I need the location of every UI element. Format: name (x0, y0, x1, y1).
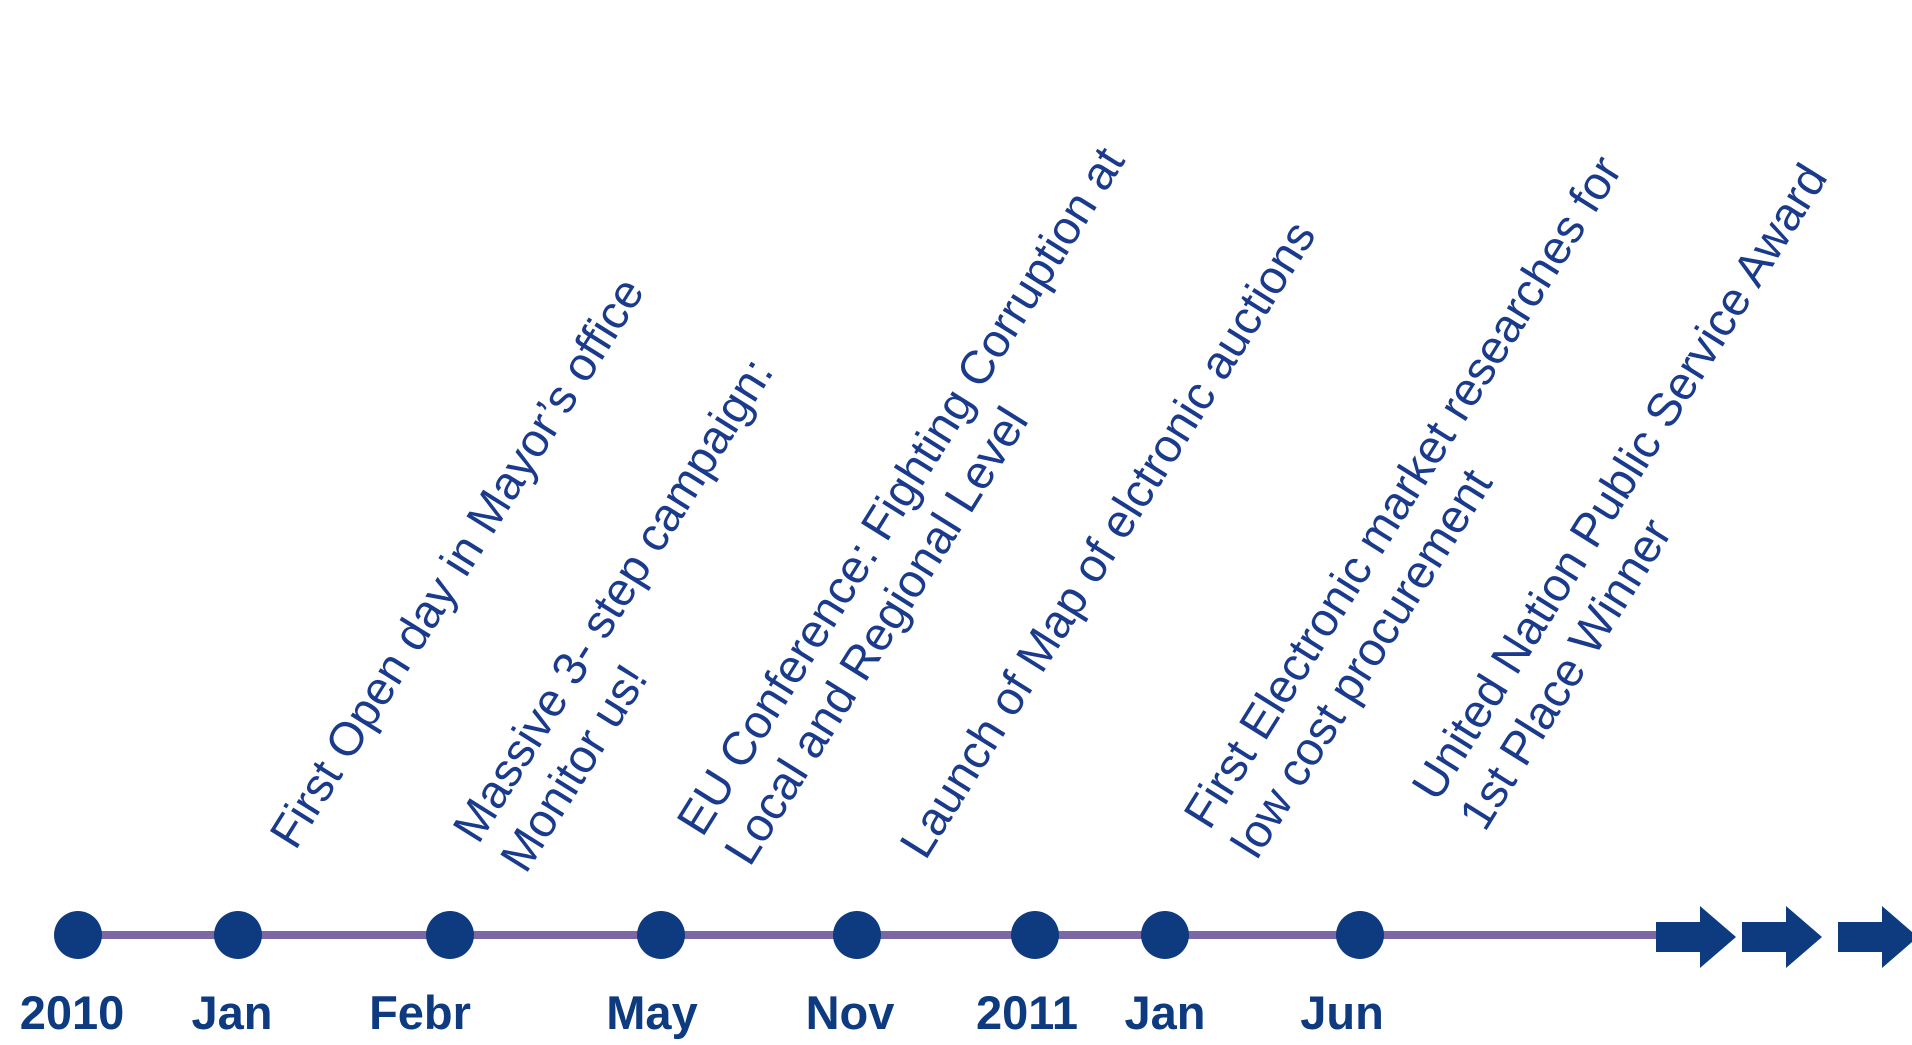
timeline-dot-jan-2011 (1141, 911, 1189, 959)
date-label-jun: Jun (1300, 986, 1384, 1039)
date-label-may: May (606, 986, 698, 1039)
arrow-right-icon (1742, 906, 1822, 968)
timeline-dot-may (637, 911, 685, 959)
date-label-2011: 2011 (976, 986, 1078, 1039)
date-label-jan-2010: Jan (191, 986, 273, 1039)
timeline-dot-febr (426, 911, 474, 959)
arrow-right-icon (1656, 906, 1736, 968)
date-label-2010: 2010 (19, 986, 125, 1039)
date-label-nov: Nov (805, 986, 895, 1039)
date-label-jan-2011: Jan (1124, 986, 1206, 1039)
date-label-febr: Febr (369, 986, 471, 1039)
arrow-right-icon (1838, 906, 1912, 968)
timeline-dot-jun (1336, 911, 1384, 959)
timeline-dot-jan-2010 (214, 911, 262, 959)
timeline-dot-2011 (1011, 911, 1059, 959)
timeline-dot-2010 (54, 911, 102, 959)
timeline-dot-nov (833, 911, 881, 959)
